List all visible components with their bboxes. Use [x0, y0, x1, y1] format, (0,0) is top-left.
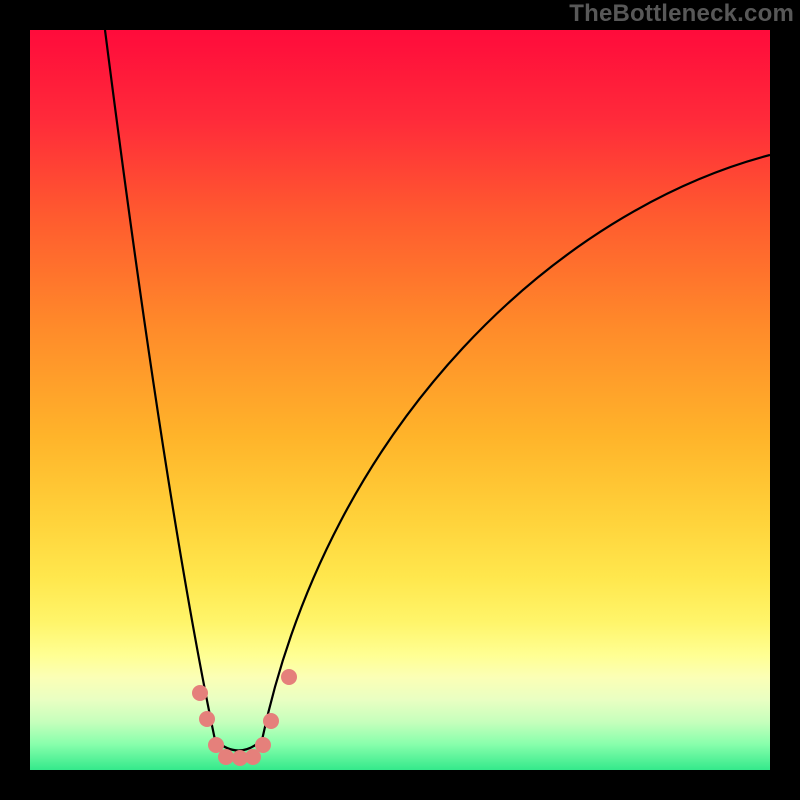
marker-dot — [281, 669, 297, 685]
watermark-text: TheBottleneck.com — [569, 0, 794, 28]
bottleneck-chart — [0, 0, 800, 800]
marker-dot — [255, 737, 271, 753]
marker-dot — [192, 685, 208, 701]
marker-dot — [263, 713, 279, 729]
marker-dot — [218, 749, 234, 765]
marker-dot — [199, 711, 215, 727]
chart-stage: TheBottleneck.com — [0, 0, 800, 800]
